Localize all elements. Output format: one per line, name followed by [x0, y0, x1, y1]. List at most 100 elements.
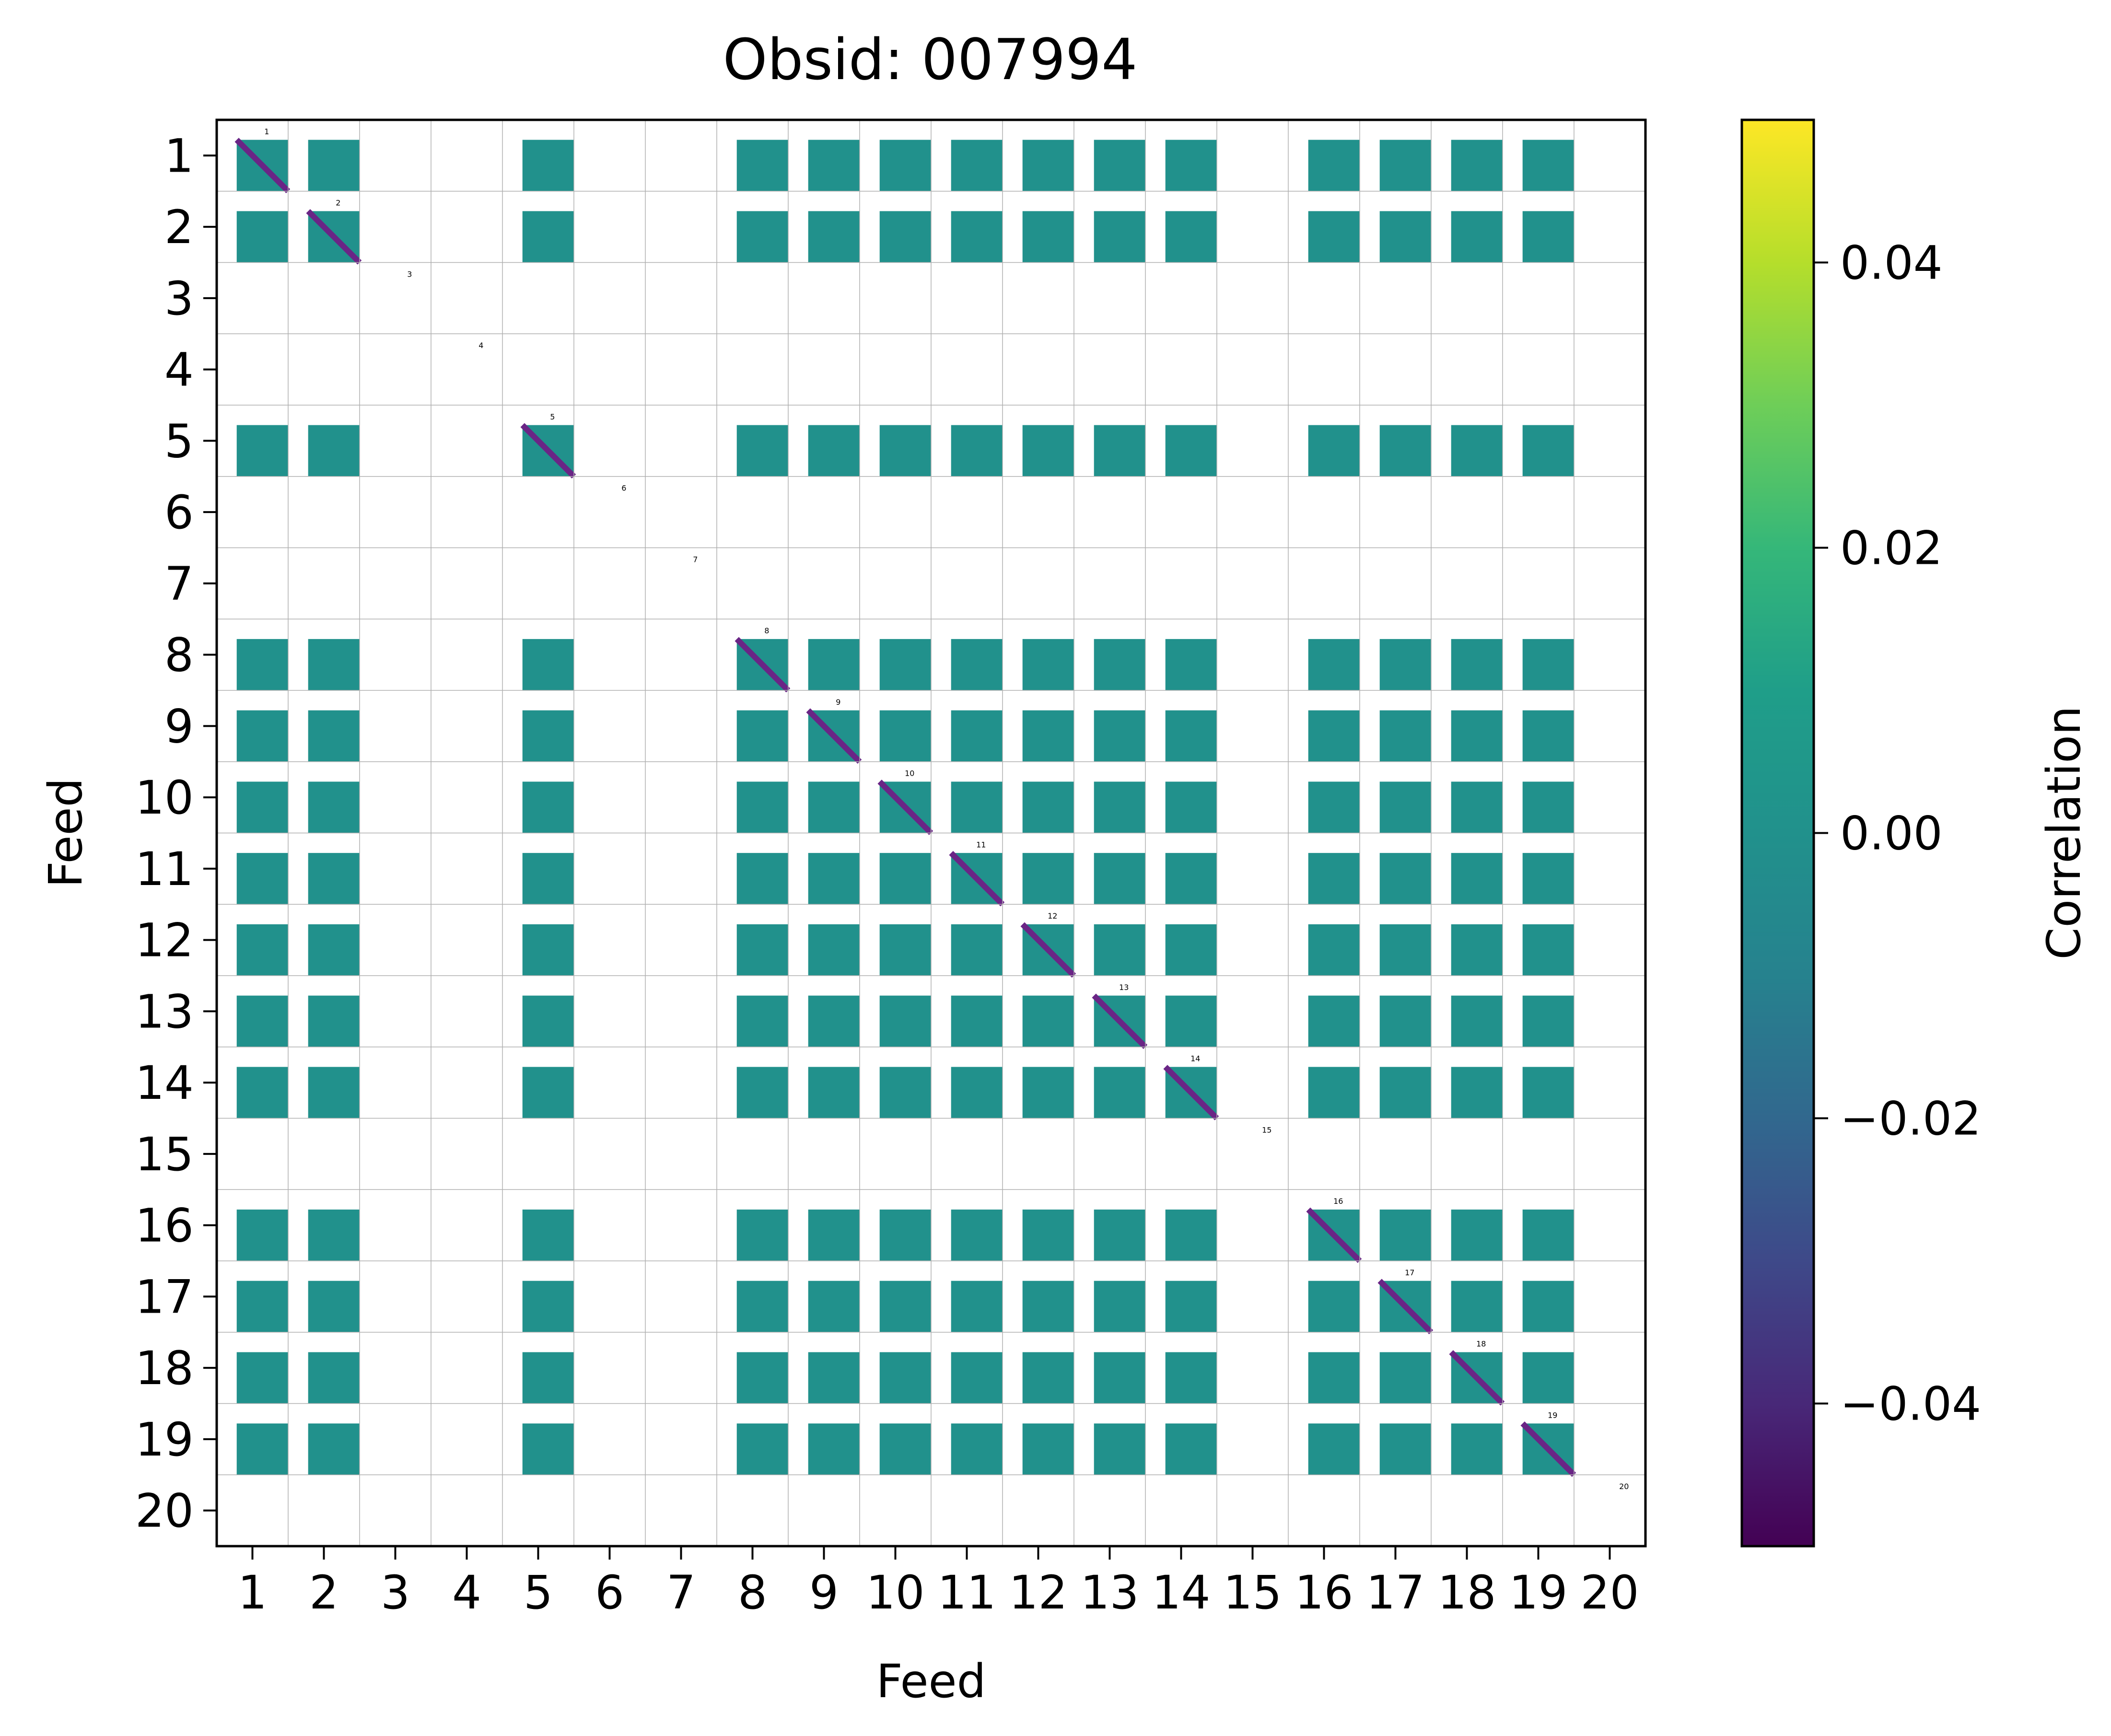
- x-tick-label-15: 15: [1223, 1566, 1282, 1619]
- x-tick-label-10: 10: [866, 1566, 924, 1619]
- cell-8-9: [808, 639, 860, 690]
- y-tick-label-5: 5: [164, 414, 194, 468]
- cell-12-2: [308, 924, 360, 976]
- cell-18-16: [1308, 1352, 1360, 1404]
- diagonal-mark-16: [1306, 1207, 1362, 1263]
- cell-17-11: [951, 1281, 1003, 1332]
- feed-annotation-3: 3: [407, 269, 412, 279]
- x-axis-label: Feed: [876, 1654, 986, 1708]
- diagonal-mark-9: [806, 708, 862, 764]
- cell-5-19: [1522, 425, 1574, 477]
- cell-18-5: [522, 1352, 574, 1404]
- cell-1-13: [1094, 140, 1145, 191]
- cell-10-13: [1094, 781, 1145, 833]
- cell-2-5: [522, 211, 574, 263]
- y-tick-label-10: 10: [135, 771, 194, 825]
- colorbar-tick-label-2: 0.00: [1840, 807, 1943, 861]
- y-tick-label-6: 6: [164, 486, 194, 539]
- diagonal-mark-13: [1092, 993, 1148, 1049]
- feed-annotation-16: 16: [1333, 1197, 1343, 1206]
- feed-annotation-4: 4: [478, 341, 483, 350]
- cell-19-1: [236, 1423, 288, 1475]
- cell-16-5: [522, 1209, 574, 1261]
- cell-16-10: [879, 1209, 931, 1261]
- cell-19-5: [522, 1423, 574, 1475]
- cell-2-17: [1379, 211, 1431, 263]
- cell-9-12: [1022, 710, 1074, 762]
- y-tick-label-20: 20: [135, 1484, 194, 1538]
- cell-10-5: [522, 781, 574, 833]
- y-tick-label-2: 2: [164, 200, 194, 254]
- cell-18-12: [1022, 1352, 1074, 1404]
- x-tick-label-16: 16: [1295, 1566, 1353, 1619]
- cell-2-9: [808, 211, 860, 263]
- cell-13-9: [808, 995, 860, 1047]
- cell-17-19: [1522, 1281, 1574, 1332]
- cell-17-14: [1165, 1281, 1217, 1332]
- cell-17-1: [236, 1281, 288, 1332]
- cell-8-10: [879, 639, 931, 690]
- cell-19-16: [1308, 1423, 1360, 1475]
- y-tick-label-13: 13: [135, 985, 194, 1038]
- cell-5-8: [736, 425, 788, 477]
- cell-10-1: [236, 781, 288, 833]
- feed-annotation-14: 14: [1190, 1054, 1200, 1063]
- cell-18-8: [736, 1352, 788, 1404]
- cell-1-12: [1022, 140, 1074, 191]
- cell-19-10: [879, 1423, 931, 1475]
- cell-18-17: [1379, 1352, 1431, 1404]
- cell-9-17: [1379, 710, 1431, 762]
- cell-2-11: [951, 211, 1003, 263]
- cell-14-17: [1379, 1067, 1431, 1118]
- cell-11-9: [808, 853, 860, 905]
- cell-18-9: [808, 1352, 860, 1404]
- feed-annotation-6: 6: [621, 484, 626, 493]
- colorbar-tick-label-4: −0.04: [1840, 1377, 1981, 1431]
- cell-10-17: [1379, 781, 1431, 833]
- cell-2-14: [1165, 211, 1217, 263]
- cell-13-1: [236, 995, 288, 1047]
- x-tick-label-3: 3: [381, 1566, 410, 1619]
- cell-13-16: [1308, 995, 1360, 1047]
- cell-19-12: [1022, 1423, 1074, 1475]
- colorbar-tick-label-1: 0.02: [1840, 522, 1943, 575]
- cell-13-18: [1451, 995, 1503, 1047]
- cell-9-1: [236, 710, 288, 762]
- cell-16-9: [808, 1209, 860, 1261]
- cell-11-5: [522, 853, 574, 905]
- cell-5-10: [879, 425, 931, 477]
- feed-annotation-18: 18: [1476, 1340, 1486, 1349]
- cell-17-10: [879, 1281, 931, 1332]
- chart-title: Obsid: 007994: [723, 26, 1138, 93]
- cell-2-19: [1522, 211, 1574, 263]
- cell-8-11: [951, 639, 1003, 690]
- cell-8-17: [1379, 639, 1431, 690]
- cell-17-8: [736, 1281, 788, 1332]
- cell-13-5: [522, 995, 574, 1047]
- feed-annotation-17: 17: [1405, 1268, 1414, 1277]
- y-tick-label-9: 9: [164, 699, 194, 753]
- diagonal-mark-14: [1163, 1065, 1219, 1120]
- cell-1-14: [1165, 140, 1217, 191]
- diagonal-mark-12: [1020, 922, 1076, 978]
- y-tick-label-14: 14: [135, 1056, 194, 1110]
- y-tick-label-17: 17: [135, 1270, 194, 1324]
- colorbar-ticks: 0.04 0.02 0.00 −0.02 −0.04: [1814, 236, 1981, 1431]
- cell-9-8: [736, 710, 788, 762]
- cell-18-13: [1094, 1352, 1145, 1404]
- cell-10-18: [1451, 781, 1503, 833]
- diagonal-mark-18: [1449, 1350, 1505, 1406]
- cell-12-19: [1522, 924, 1574, 976]
- colorbar-label: Correlation: [2037, 706, 2091, 959]
- cell-19-17: [1379, 1423, 1431, 1475]
- cell-9-5: [522, 710, 574, 762]
- feed-annotation-12: 12: [1048, 911, 1057, 920]
- cell-17-18: [1451, 1281, 1503, 1332]
- cell-10-8: [736, 781, 788, 833]
- cell-8-1: [236, 639, 288, 690]
- cell-5-1: [236, 425, 288, 477]
- cell-12-18: [1451, 924, 1503, 976]
- cell-5-13: [1094, 425, 1145, 477]
- cell-17-5: [522, 1281, 574, 1332]
- cell-12-10: [879, 924, 931, 976]
